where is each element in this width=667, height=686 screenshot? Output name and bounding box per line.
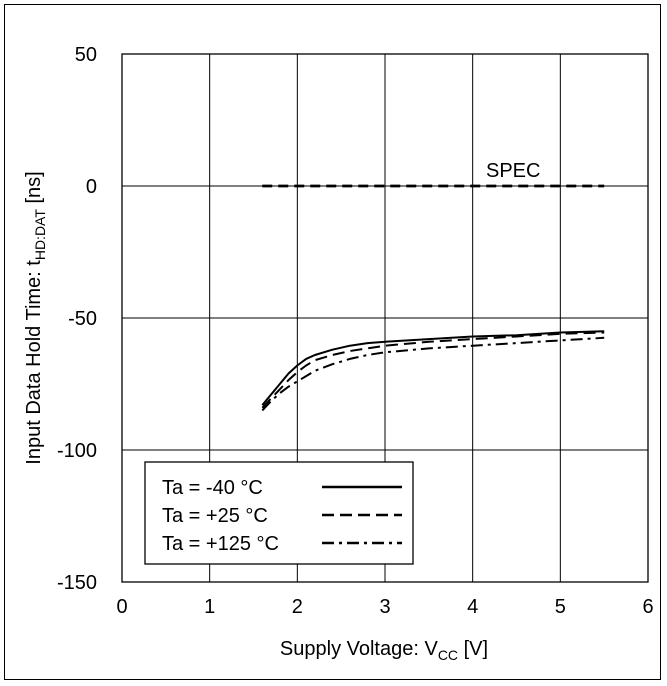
y-tick-label: 50 (75, 44, 97, 66)
y-tick-label: -100 (57, 440, 97, 462)
legend-label-3: Ta = +125 °C (162, 533, 279, 555)
series-line-2 (261, 331, 605, 409)
series-line-3 (261, 336, 605, 412)
series-line-1 (261, 330, 605, 406)
legend-label-1: Ta = -40 °C (162, 477, 263, 499)
y-tick-labels: -150 -100 -50 0 50 (57, 44, 97, 594)
x-tick-label: 5 (555, 596, 566, 618)
y-tick-label: 0 (86, 176, 97, 198)
x-tick-labels: 0 1 2 3 4 5 6 (116, 596, 653, 618)
x-axis-title: Supply Voltage: VCC [V] (280, 638, 488, 663)
x-tick-label: 2 (292, 596, 303, 618)
legend: Ta = -40 °C Ta = +25 °C Ta = +125 °C (144, 461, 414, 565)
y-tick-label: -150 (57, 572, 97, 594)
y-tick-label: -50 (68, 308, 97, 330)
x-tick-label: 0 (116, 596, 127, 618)
y-axis-title: Input Data Hold Time: tHD:DAT [ns] (23, 171, 48, 464)
plot-area (121, 53, 649, 583)
x-tick-label: 3 (379, 596, 390, 618)
x-tick-label: 4 (467, 596, 478, 618)
x-tick-label: 6 (642, 596, 653, 618)
legend-box (144, 461, 414, 565)
spec-label: SPEC (486, 160, 540, 182)
legend-label-2: Ta = +25 °C (162, 505, 268, 527)
chart-frame (4, 4, 661, 680)
series-group (261, 184, 605, 412)
x-tick-label: 1 (204, 596, 215, 618)
